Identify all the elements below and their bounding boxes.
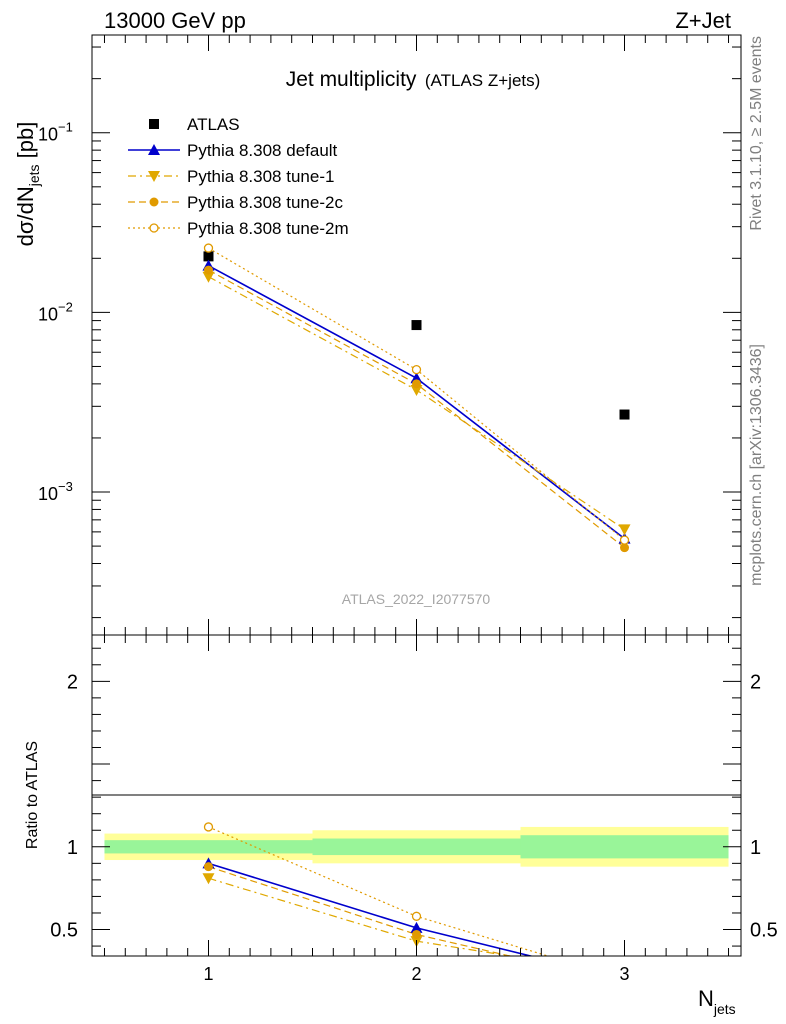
main-point-s0-1 bbox=[411, 320, 422, 331]
main-series-markers bbox=[202, 243, 631, 553]
ratio-point-s2-1 bbox=[412, 929, 421, 939]
rivet-label: Rivet 3.1.10, ≥ 2.5M events bbox=[748, 36, 765, 231]
main-point-s4-2 bbox=[619, 535, 630, 545]
main-ylabel-sub: jets bbox=[26, 164, 42, 187]
legend-label-0: ATLAS bbox=[187, 115, 240, 134]
main-ylabel-prefix: dσ/dN bbox=[13, 186, 38, 246]
band-inner-1 bbox=[312, 838, 521, 856]
main-line-series-3 bbox=[208, 269, 625, 549]
header-right: Z+Jet bbox=[675, 8, 731, 33]
main-point-s1-1 bbox=[410, 372, 423, 384]
band-inner-2 bbox=[520, 835, 729, 859]
main-ylabel: dσ/dNjets [pb] bbox=[13, 122, 42, 247]
axis-ticks bbox=[92, 35, 741, 956]
ratio-point-s0-1 bbox=[410, 921, 423, 933]
plot-title-main: Jet multiplicity bbox=[286, 68, 417, 91]
ratio-point-s2-0 bbox=[203, 862, 213, 872]
ratio-xlabel: Njets bbox=[698, 986, 736, 1017]
main-point-s4-1 bbox=[411, 364, 422, 375]
main-line-series-1 bbox=[208, 264, 626, 540]
ratio-xlabel-main: N bbox=[698, 986, 714, 1011]
band-inner-0 bbox=[104, 840, 313, 854]
legend-label-1: Pythia 8.308 default bbox=[187, 141, 338, 160]
legend-marker-2 bbox=[148, 171, 160, 182]
main-ytick-label-1: 10−2 bbox=[38, 299, 73, 324]
xtick-label-2: 2 bbox=[411, 964, 421, 984]
main-point-s2-0 bbox=[202, 271, 215, 283]
main-point-s2-1 bbox=[410, 384, 423, 396]
main-point-s0-2 bbox=[619, 409, 630, 420]
legend-label-2: Pythia 8.308 tune-1 bbox=[187, 167, 334, 186]
ratio-uncertainty-bands bbox=[104, 826, 729, 867]
ratio-point-s3-0 bbox=[203, 822, 214, 832]
ratio-ytick-label-right-2: 2 bbox=[750, 671, 761, 693]
main-point-s4-0 bbox=[203, 243, 214, 253]
ratio-ylabel: Ratio to ATLAS bbox=[24, 741, 41, 849]
xtick-label-1: 1 bbox=[203, 964, 213, 984]
ratio-ytick-label-left-2: 2 bbox=[67, 671, 78, 693]
main-point-s3-2 bbox=[620, 543, 630, 553]
ratio-xlabel-sub: jets bbox=[713, 1001, 736, 1017]
main-series-lines bbox=[208, 247, 626, 549]
ratio-ytick-label-left-1: 1 bbox=[67, 837, 78, 859]
ytick-mantissa: 10 bbox=[38, 484, 58, 504]
ratio-point-s1-0 bbox=[202, 873, 215, 885]
ytick-mantissa: 10 bbox=[38, 125, 58, 145]
main-point-s3-1 bbox=[412, 379, 421, 389]
ratio-line-series-0 bbox=[208, 862, 534, 956]
plot-title: Jet multiplicity (ATLAS Z+jets) bbox=[286, 68, 541, 91]
header-left: 13000 GeV pp bbox=[104, 8, 246, 33]
main-ytick-label-2: 10−3 bbox=[38, 479, 73, 504]
legend-marker-3 bbox=[149, 197, 159, 207]
main-ylabel-unit: [pb] bbox=[13, 122, 38, 165]
main-point-s0-0 bbox=[203, 251, 214, 262]
ratio-ytick-label-left-0: 0.5 bbox=[50, 920, 78, 942]
legend-marker-0 bbox=[149, 119, 159, 129]
ytick-exponent: −3 bbox=[58, 479, 73, 494]
mcplots-label: mcplots.cern.ch [arXiv:1306.3436] bbox=[748, 344, 765, 586]
legend-marker-4 bbox=[149, 223, 159, 233]
legend: ATLAS Pythia 8.308 default Pythia 8.308 tu… bbox=[128, 115, 349, 238]
ratio-point-s3-1 bbox=[411, 911, 422, 921]
ratio-line-series-2 bbox=[208, 866, 513, 956]
legend-marker-1 bbox=[148, 144, 160, 155]
axis-tick-labels: 1 2 310−110−210−30.5 0.51 12 2 bbox=[38, 120, 778, 984]
plot-title-sub: (ATLAS Z+jets) bbox=[425, 71, 540, 90]
main-point-s3-0 bbox=[203, 265, 213, 275]
xtick-label-3: 3 bbox=[620, 964, 630, 984]
ytick-mantissa: 10 bbox=[38, 304, 58, 324]
main-ytick-label-0: 10−1 bbox=[38, 120, 73, 145]
ratio-ytick-label-right-1: 1 bbox=[750, 837, 761, 859]
legend-label-3: Pythia 8.308 tune-2c bbox=[187, 193, 343, 212]
ratio-ytick-label-right-0: 0.5 bbox=[750, 920, 778, 942]
ytick-exponent: −2 bbox=[58, 299, 73, 314]
main-point-s2-2 bbox=[618, 524, 631, 536]
legend-label-4: Pythia 8.308 tune-2m bbox=[187, 219, 349, 238]
ytick-exponent: −1 bbox=[58, 120, 73, 135]
analysis-watermark: ATLAS_2022_I2077570 bbox=[342, 591, 491, 607]
